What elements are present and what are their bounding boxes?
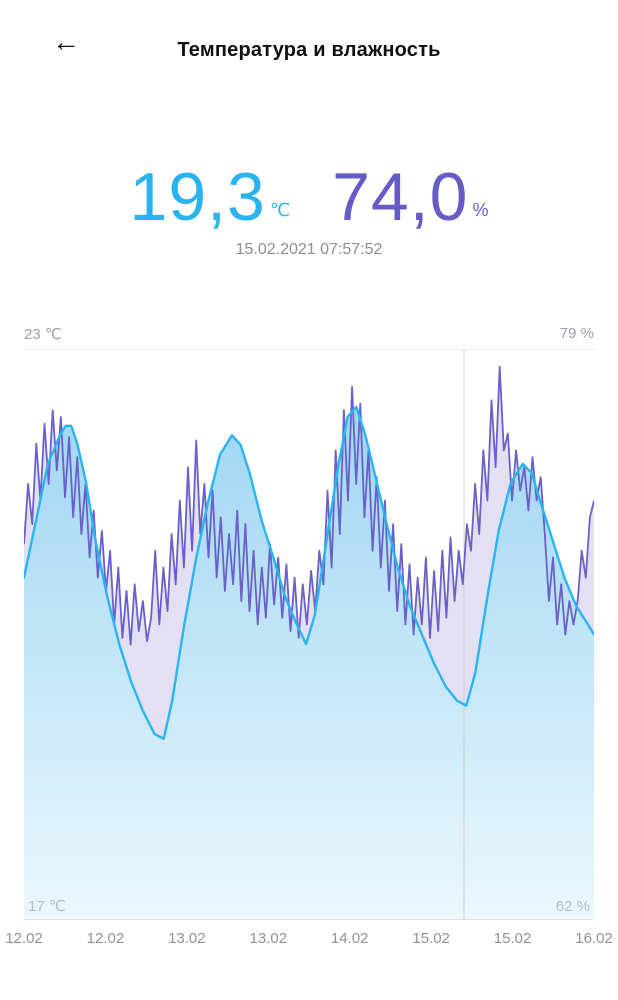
page-title: Температура и влажность — [177, 38, 441, 61]
humidity-value: 74,0 — [332, 159, 469, 235]
x-axis-label: 13.02 — [249, 930, 288, 948]
back-arrow-icon[interactable]: ← — [52, 26, 80, 57]
x-axis-label: 13.02 — [168, 930, 206, 948]
temperature-area — [24, 407, 594, 920]
temperature-reading: 19,3 ℃ — [129, 159, 291, 235]
current-readings: 19,3 ℃ 74,0 % — [0, 159, 618, 235]
temperature-value: 19,3 — [129, 159, 266, 235]
x-axis-label: 14.02 — [330, 930, 369, 948]
history-chart-plot[interactable]: 17 ℃ 62 % — [24, 349, 594, 921]
x-axis-label: 15.02 — [412, 930, 450, 948]
x-axis-label: 16.02 — [575, 930, 613, 948]
header: ← Температура и влажность — [0, 0, 618, 70]
right-axis-min-label: 62 % — [555, 898, 590, 916]
right-axis-max-label: 79 % — [559, 325, 594, 343]
chart-axis-top-labels: 23 ℃ 79 % — [24, 325, 594, 343]
left-axis-min-label: 17 ℃ — [28, 898, 66, 916]
temperature-unit: ℃ — [269, 200, 291, 221]
temperature-line — [24, 406, 594, 741]
humidity-reading: 74,0 % — [332, 159, 489, 235]
x-axis-label: 15.02 — [493, 930, 532, 948]
humidity-line — [24, 366, 594, 646]
left-axis-max-label: 23 ℃ — [24, 326, 62, 344]
x-axis-label: 12.02 — [86, 930, 125, 948]
reading-timestamp: 15.02.2021 07:57:52 — [235, 241, 383, 259]
chart-canvas[interactable] — [24, 350, 594, 920]
x-axis-label: 12.02 — [5, 930, 43, 948]
x-axis-labels: 12.02 12.02 13.02 13.02 14.02 15.02 15.02 16.02 — [5, 920, 613, 970]
humidity-unit: % — [472, 200, 489, 221]
